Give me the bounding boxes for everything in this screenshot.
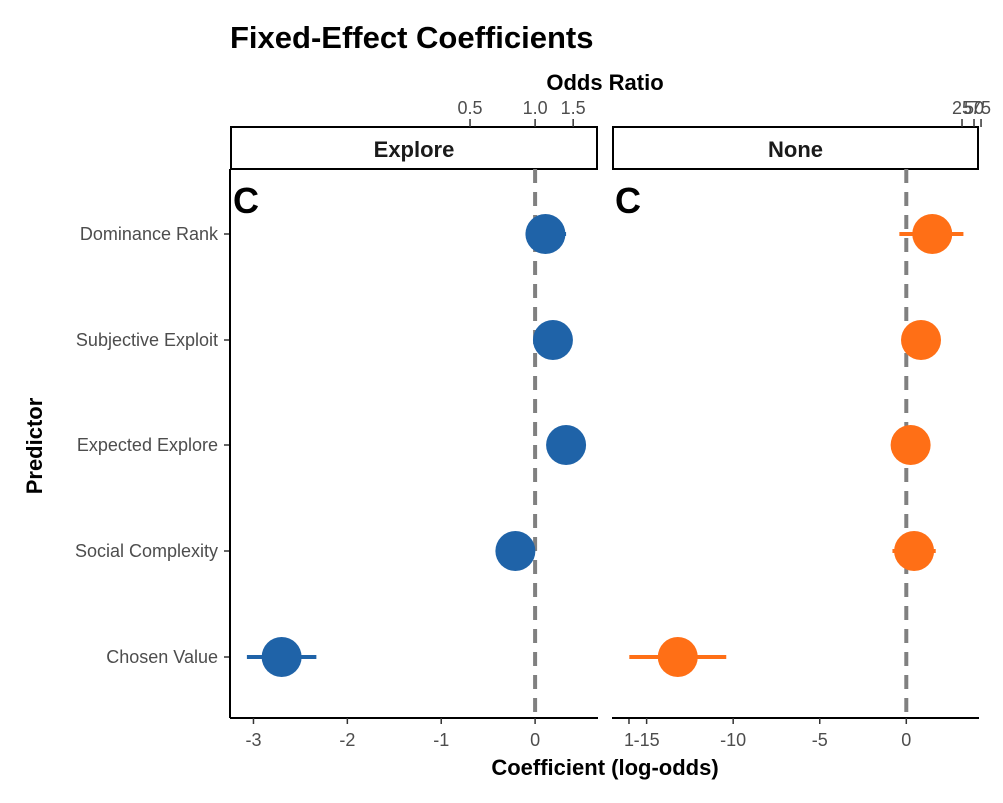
category-label-subjective-exploit: Subjective Exploit	[76, 330, 218, 350]
category-label-dominance-rank: Dominance Rank	[80, 224, 219, 244]
or-tick-label-none-75: 75	[971, 98, 991, 118]
point-none-social-complexity	[894, 531, 935, 571]
category-label-expected-explore: Expected Explore	[77, 435, 218, 455]
x-axis-title: Coefficient (log-odds)	[491, 755, 718, 780]
point-none-subjective-exploit	[901, 320, 942, 360]
category-labels: Dominance Rank Subjective Exploit Expected…	[75, 224, 230, 667]
strip-explore	[230, 126, 598, 170]
x-tick-label-none-2: -5	[812, 730, 828, 750]
x-tick-label-none-0: -15	[634, 730, 660, 750]
point-none-expected-explore	[890, 425, 931, 465]
x-tick-label-explore-4: 1	[624, 730, 634, 750]
panel-tag-explore: C	[233, 180, 259, 221]
point-explore-expected-explore	[546, 425, 587, 465]
x-tick-label-explore-2: -1	[433, 730, 449, 750]
strip-label-explore: Explore	[374, 137, 455, 162]
point-explore-dominance-rank	[525, 214, 566, 254]
y-axis-title: Predictor	[22, 397, 47, 494]
x-tick-label-none-1: -10	[720, 730, 746, 750]
or-tick-label-none-25: 25	[952, 98, 972, 118]
point-explore-social-complexity	[495, 531, 536, 571]
chart-title: Fixed-Effect Coefficients	[230, 20, 593, 55]
or-tick-label-explore-0-5: 0.5	[458, 98, 483, 118]
point-none-dominance-rank	[912, 214, 953, 254]
point-explore-subjective-exploit	[532, 320, 573, 360]
secondary-x-axis-title: Odds Ratio	[546, 70, 663, 95]
panel-tag-none: C	[615, 180, 641, 221]
strip-label-none: None	[768, 137, 823, 162]
point-none-chosen-value	[657, 637, 698, 677]
x-tick-label-none-3: 0	[901, 730, 911, 750]
or-tick-label-explore-1-5: 1.5	[561, 98, 586, 118]
strip-none	[612, 126, 979, 170]
x-tick-label-explore-0: -3	[245, 730, 261, 750]
x-tick-label-explore-1: -2	[339, 730, 355, 750]
category-label-social-complexity: Social Complexity	[75, 541, 218, 561]
or-tick-label-explore-1-0: 1.0	[523, 98, 548, 118]
x-tick-label-explore-3: 0	[530, 730, 540, 750]
or-tick-label-none-50: 50	[964, 98, 984, 118]
category-label-chosen-value: Chosen Value	[106, 647, 218, 667]
point-explore-chosen-value	[261, 637, 302, 677]
